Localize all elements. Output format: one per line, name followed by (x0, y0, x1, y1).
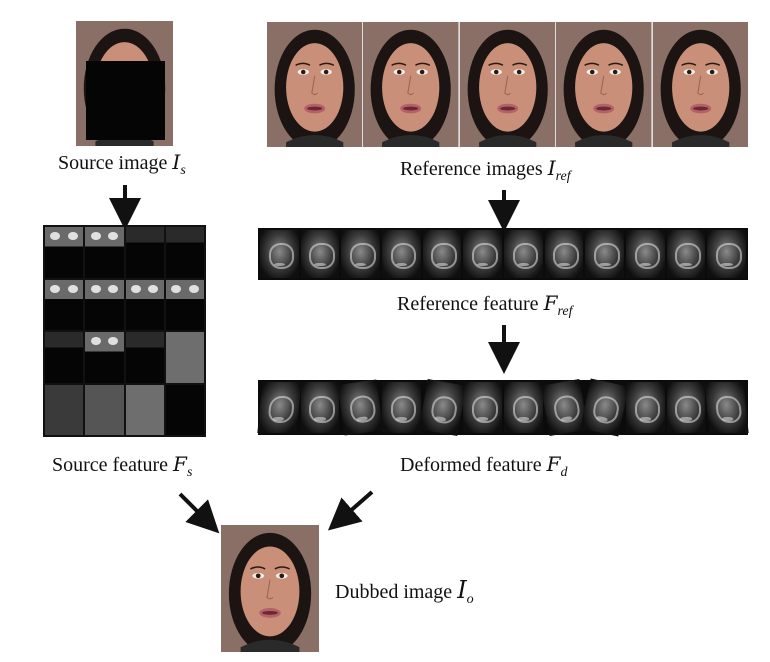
source-image-label: Source image Is (58, 150, 186, 178)
feature-cell (165, 384, 204, 435)
reference-image (460, 22, 555, 147)
feature-cell (125, 279, 164, 330)
reference-images-label: Reference images Iref (400, 156, 571, 184)
feature-map (626, 382, 665, 433)
reference-image (363, 22, 458, 147)
feature-cell (125, 227, 164, 278)
feature-cell (45, 384, 84, 435)
feature-map (422, 230, 462, 278)
feature-map (580, 378, 629, 437)
feature-map (382, 382, 421, 433)
feature-map (418, 379, 466, 436)
reference-images (267, 22, 748, 147)
feature-map (463, 382, 503, 433)
feature-cell (45, 279, 84, 330)
feature-map (300, 382, 340, 433)
reference-feature-strip (258, 228, 748, 280)
feature-cell (85, 384, 124, 435)
feature-map (666, 230, 706, 278)
arrow-source-to-dubbed (178, 492, 220, 534)
reference-image (267, 22, 362, 147)
dubbed-image (221, 525, 319, 652)
feature-cell (85, 227, 124, 278)
feature-cell (165, 279, 204, 330)
feature-map (337, 379, 384, 436)
feature-map (544, 230, 584, 278)
feature-cell (125, 332, 164, 383)
feature-map (707, 230, 747, 278)
source-feature-grid (43, 225, 206, 437)
feature-cell (165, 227, 204, 278)
reference-image (653, 22, 748, 147)
feature-map (463, 230, 503, 278)
feature-map (260, 230, 299, 278)
feature-cell (45, 332, 84, 383)
feature-cell (165, 332, 204, 383)
feature-cell (45, 227, 84, 278)
feature-map (504, 382, 543, 433)
source-feature-label: Source feature Fs (52, 452, 193, 480)
feature-map (666, 382, 706, 433)
feature-map (382, 230, 421, 278)
arrow-deformed-to-dubbed (327, 490, 374, 531)
feature-map (257, 382, 302, 433)
reference-image (556, 22, 651, 147)
deformed-feature-label: Deformed feature Fd (400, 452, 568, 480)
feature-map (626, 230, 665, 278)
feature-map (704, 382, 749, 433)
mask-box (86, 61, 165, 140)
feature-map (504, 230, 543, 278)
feature-cell (85, 332, 124, 383)
feature-map (341, 230, 381, 278)
reference-feature-label: Reference feature Fref (397, 291, 573, 319)
feature-map (300, 230, 340, 278)
dubbed-image-label: Dubbed image Io (335, 576, 474, 607)
source-image (76, 21, 173, 146)
feature-map (585, 230, 625, 278)
feature-cell (85, 279, 124, 330)
feature-cell (125, 384, 164, 435)
deformed-feature-strip (257, 378, 749, 437)
